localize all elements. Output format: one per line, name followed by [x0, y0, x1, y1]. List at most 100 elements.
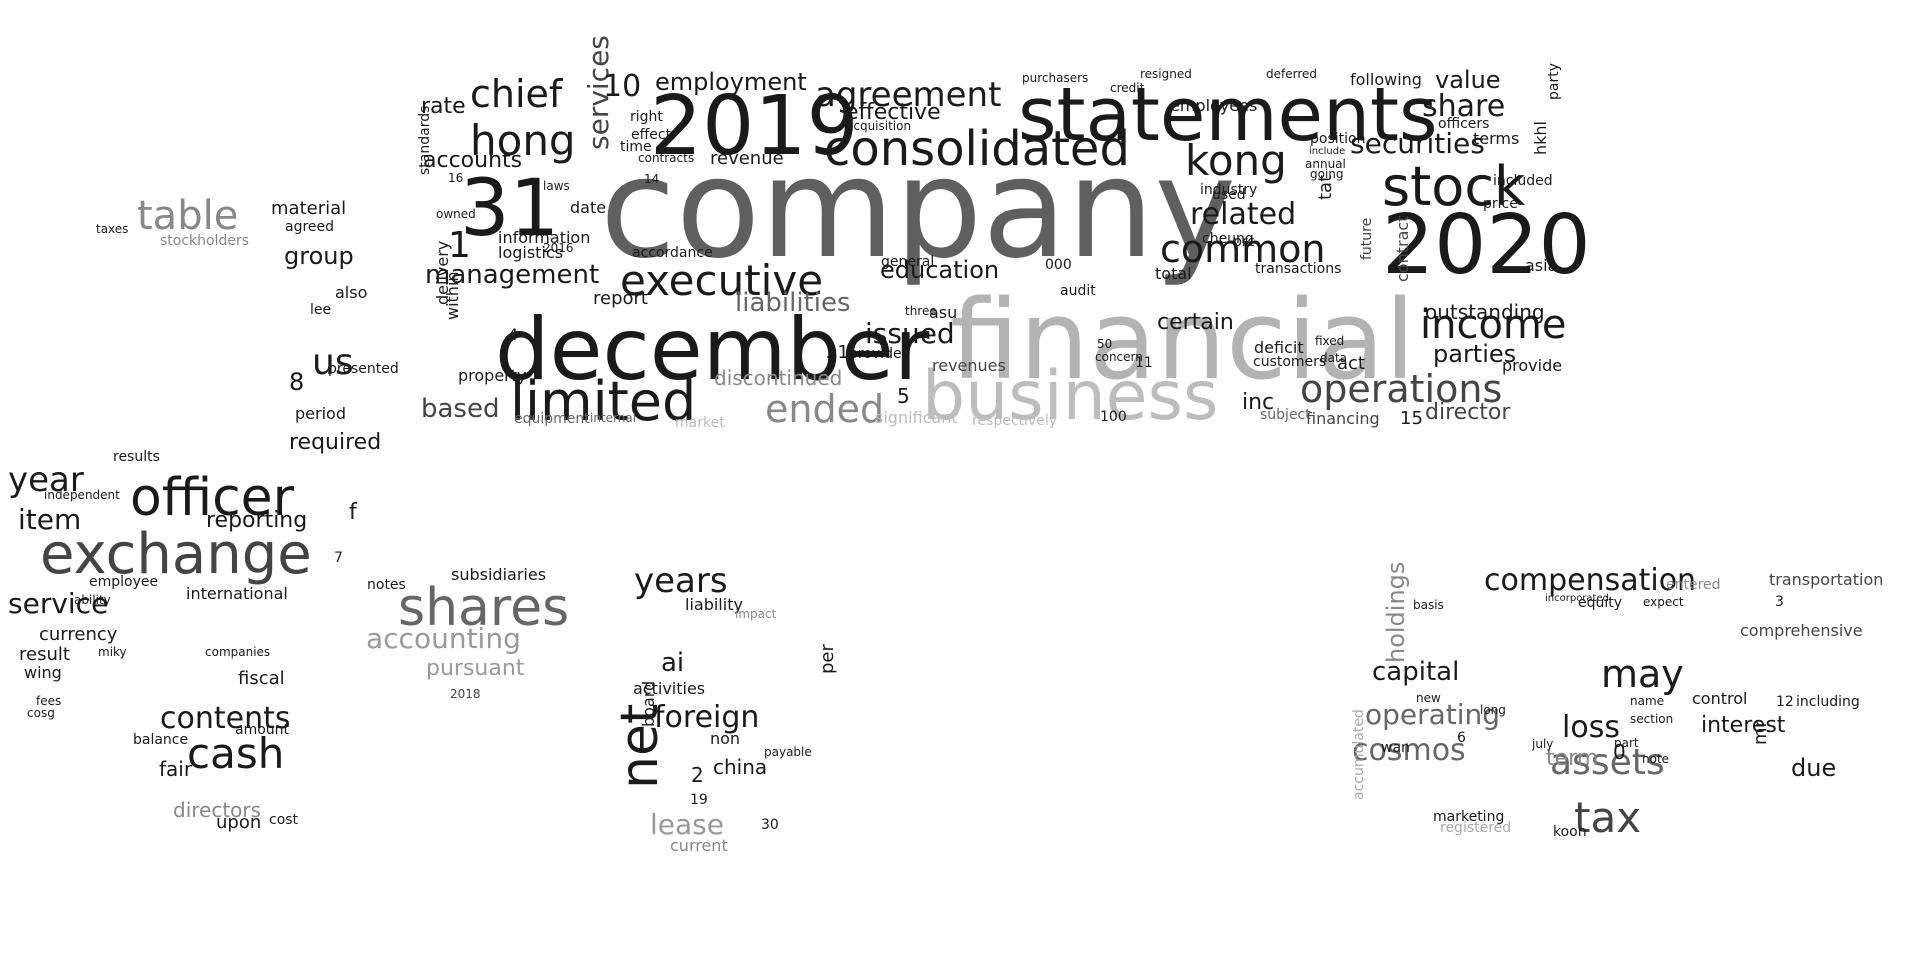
cloud-word: year: [8, 460, 84, 500]
cloud-word: market: [675, 415, 725, 431]
cloud-word: significant: [875, 408, 958, 427]
cloud-word: companies: [205, 645, 271, 659]
cloud-word: financial: [950, 276, 1416, 404]
cloud-word: accumulated: [1351, 709, 1367, 800]
cloud-word: 2019: [650, 79, 859, 174]
cloud-word: holdings: [1382, 561, 1410, 663]
cloud-word: ended: [765, 387, 885, 431]
cloud-word: property: [458, 366, 527, 385]
cloud-word: presented: [328, 361, 399, 377]
cloud-word: issued: [865, 317, 955, 350]
cloud-word: directors: [173, 798, 262, 822]
cloud-word: asia: [1525, 256, 1558, 275]
cloud-word: transactions: [1255, 261, 1342, 277]
cloud-word: act: [1337, 353, 1365, 374]
cloud-word: used: [1212, 187, 1246, 203]
cloud-word: contracts: [638, 151, 695, 165]
cloud-word: annual: [1305, 157, 1346, 171]
cloud-word: lee: [310, 302, 332, 318]
cloud-word: cash: [187, 729, 285, 778]
cloud-word: 2018: [450, 687, 481, 701]
cloud-word: terms: [1473, 129, 1520, 148]
cloud-word: revenue: [710, 148, 784, 169]
cloud-word: agreed: [285, 219, 335, 235]
cloud-word: results: [113, 449, 160, 465]
cloud-word: revenues: [932, 356, 1006, 375]
cloud-word: basis: [1413, 598, 1444, 612]
cloud-word: july: [1532, 737, 1554, 751]
cloud-word: 2020: [1382, 198, 1591, 293]
cloud-word: laws: [543, 179, 570, 193]
cloud-word: subject: [1260, 407, 1311, 423]
cloud-word: pursuant: [426, 656, 525, 681]
cloud-word: equity: [1578, 595, 1623, 611]
cloud-word: 6: [1457, 730, 1466, 746]
cloud-word: right: [630, 109, 663, 125]
cloud-word: china: [713, 755, 768, 779]
cloud-word: capital: [1372, 657, 1460, 687]
cloud-word: assets: [1550, 742, 1665, 783]
cloud-word: consolidated: [824, 121, 1130, 177]
cloud-word: date: [570, 198, 607, 217]
cloud-word: december: [495, 300, 930, 400]
cloud-word: comprehensive: [1740, 621, 1863, 640]
cloud-word: securities: [1350, 127, 1485, 160]
cloud-word: hkhl: [1531, 121, 1550, 155]
cloud-word: tax: [1574, 793, 1642, 842]
cloud-word: future: [1359, 217, 1375, 260]
cloud-word: name: [1630, 694, 1665, 708]
cloud-word: registered: [1440, 820, 1512, 836]
cloud-word: income: [1420, 302, 1567, 348]
cloud-word: notes: [367, 577, 406, 593]
cloud-word: certain: [1157, 310, 1234, 335]
cloud-word: price: [1483, 196, 1518, 212]
cloud-word: service: [8, 587, 109, 620]
cloud-word: rate: [421, 94, 466, 119]
cloud-word: effective: [845, 100, 941, 125]
cloud-word: may: [1601, 652, 1684, 696]
cloud-word: item: [18, 503, 82, 536]
cloud-word: stock: [1382, 155, 1526, 218]
cloud-word: related: [1190, 197, 1297, 232]
cloud-word: liability: [685, 595, 743, 614]
cloud-word: outstanding: [1425, 300, 1545, 324]
cloud-word: include: [1309, 146, 1346, 157]
cloud-word: kong: [1185, 136, 1287, 185]
cloud-word: ai: [661, 648, 685, 678]
cloud-word: operating: [1365, 698, 1501, 731]
cloud-word: management: [425, 260, 600, 290]
cloud-word: note: [1642, 752, 1670, 766]
cloud-word: 19: [690, 792, 708, 808]
cloud-word: 3: [1775, 594, 1784, 610]
cloud-word: contract: [1393, 215, 1412, 282]
cloud-word: accounting: [366, 622, 521, 655]
cloud-word: owned: [436, 207, 476, 221]
cloud-word: exchange: [40, 522, 312, 587]
cloud-word: due: [1791, 754, 1837, 782]
cloud-word: deferred: [1266, 67, 1317, 81]
cloud-word: section: [1630, 712, 1674, 726]
cloud-word: based: [421, 394, 500, 424]
cloud-word: miky: [98, 645, 127, 659]
cloud-word: entered: [1666, 577, 1721, 593]
cloud-word: 10: [603, 69, 642, 104]
cloud-word: employees: [1170, 96, 1258, 115]
cloud-word: lease: [650, 808, 724, 841]
cloud-word: balance: [133, 732, 189, 748]
cloud-word: impact: [735, 607, 777, 621]
cloud-word: 21: [826, 342, 849, 363]
cloud-word: new: [1416, 691, 1441, 705]
cloud-word: 30: [761, 817, 779, 833]
cloud-word: total: [1155, 264, 1192, 283]
cloud-word: cosmos: [1352, 733, 1466, 768]
cloud-word: group: [284, 242, 354, 270]
cloud-word: provide: [1502, 356, 1563, 375]
cloud-word: audit: [1060, 283, 1096, 299]
cloud-word: international: [186, 584, 288, 603]
cloud-word: effect: [631, 127, 672, 143]
cloud-word: upon: [216, 812, 262, 833]
cloud-word: industry: [1200, 182, 1258, 198]
cloud-word: common: [1160, 227, 1326, 271]
cloud-word: control: [1692, 689, 1748, 708]
cloud-word: discontinued: [714, 366, 843, 390]
